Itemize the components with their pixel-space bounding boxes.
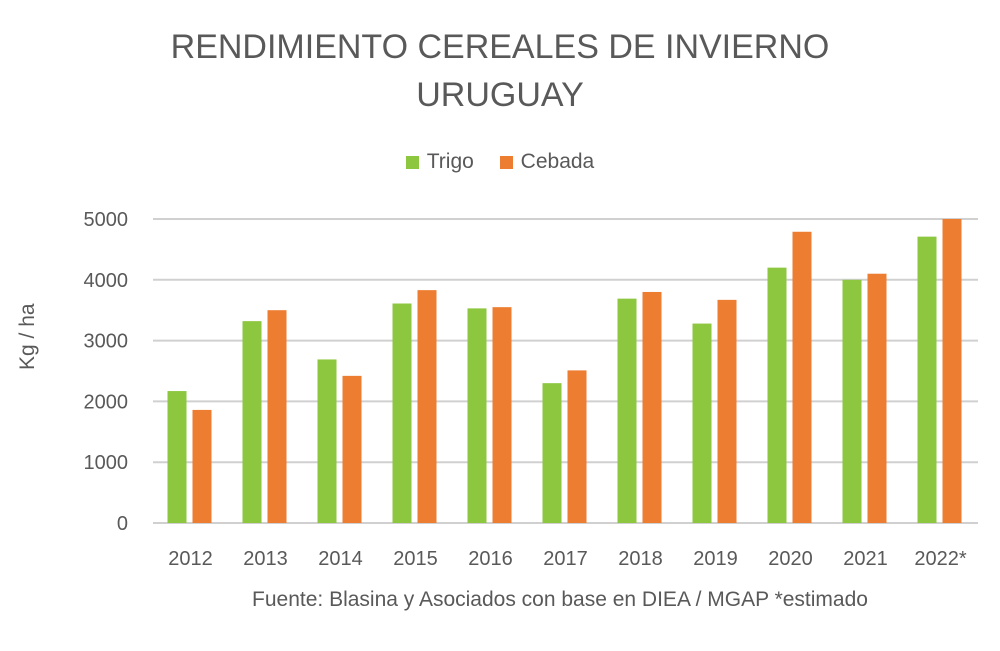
bar-trigo [242, 321, 262, 523]
bar-cebada [567, 370, 587, 523]
x-tick-label: 2017 [543, 548, 588, 570]
bar-cebada [642, 291, 662, 523]
bar-trigo [842, 279, 862, 523]
x-tick-label: 2015 [393, 548, 438, 570]
bar-cebada [417, 290, 437, 523]
bar-trigo [167, 391, 187, 523]
chart-subtitle: URUGUAY [416, 76, 584, 114]
y-tick-label: 4000 [84, 270, 129, 292]
x-tick-label: 2018 [618, 548, 663, 570]
bar-cebada [342, 375, 362, 523]
x-tick-label: 2022* [914, 548, 966, 570]
bar-cebada [267, 310, 287, 523]
x-tick-label: 2016 [468, 548, 513, 570]
bar-cebada [942, 219, 962, 523]
x-tick-label: 2019 [693, 548, 738, 570]
y-tick-label: 1000 [84, 452, 129, 474]
bar-trigo [767, 267, 787, 523]
legend-item-trigo: Trigo [405, 150, 474, 174]
legend-item-cebada: Cebada [499, 150, 595, 174]
source-note: Fuente: Blasina y Asociados con base en … [252, 588, 868, 611]
bar-cebada [867, 273, 887, 523]
bar-cebada [492, 307, 512, 523]
bar-cebada [792, 231, 812, 523]
legend: Trigo Cebada [0, 150, 1000, 175]
y-tick-label: 2000 [84, 391, 129, 413]
x-tick-label: 2020 [768, 548, 813, 570]
bar-cebada [717, 299, 737, 523]
legend-label-cebada: Cebada [520, 150, 595, 173]
legend-swatch-trigo [405, 155, 419, 169]
x-tick-label: 2013 [243, 548, 288, 570]
bar-trigo [617, 298, 637, 523]
legend-label-trigo: Trigo [426, 150, 474, 173]
chart-title: RENDIMIENTO CEREALES DE INVIERNO [170, 28, 830, 66]
bar-cebada [192, 409, 212, 523]
x-tick-label: 2021 [843, 548, 888, 570]
y-tick-label: 5000 [84, 209, 129, 231]
x-tick-label: 2012 [168, 548, 213, 570]
legend-swatch-cebada [499, 155, 513, 169]
bar-trigo [317, 359, 337, 523]
x-tick-label: 2014 [318, 548, 363, 570]
bar-trigo [542, 383, 562, 523]
y-tick-label: 3000 [84, 331, 129, 353]
bar-trigo [467, 308, 487, 523]
bar-trigo [692, 323, 712, 523]
bar-trigo [392, 303, 412, 523]
bar-trigo [917, 236, 937, 523]
y-tick-label: 0 [117, 513, 128, 535]
